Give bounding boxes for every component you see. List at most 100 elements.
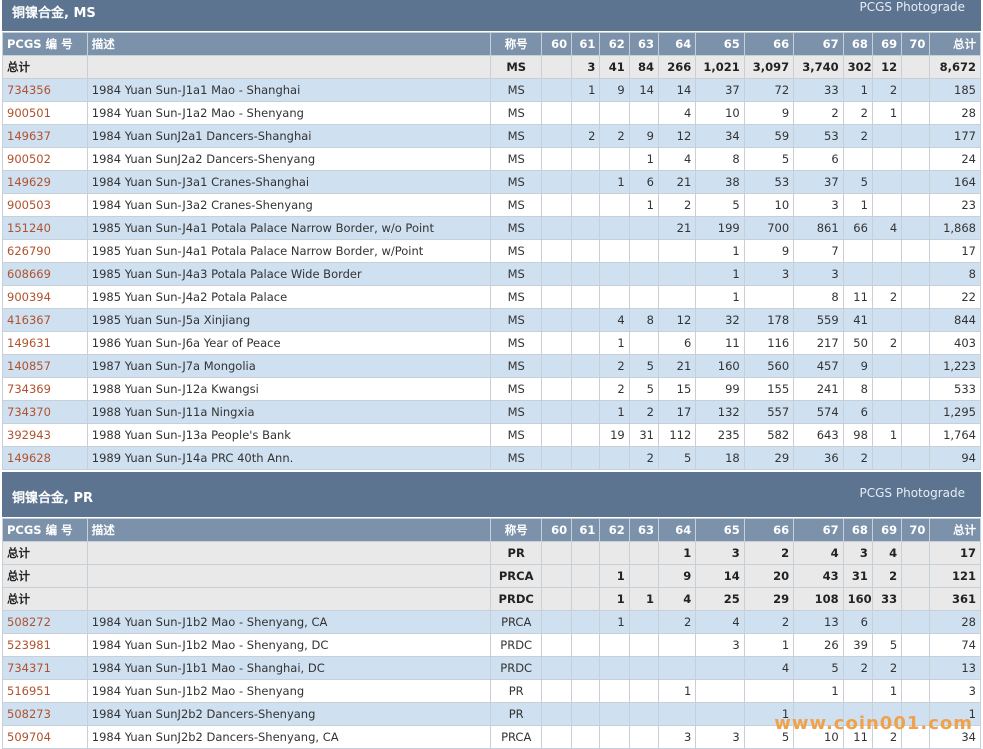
pcgs-number-link[interactable]: 734370	[7, 405, 51, 419]
pcgs-number-cell: 149628	[2, 446, 88, 470]
column-header[interactable]: 66	[743, 32, 795, 56]
grade-count-cell	[628, 239, 659, 263]
grade-count-cell	[571, 725, 601, 749]
grade-count-cell: 1	[793, 679, 844, 703]
pcgs-number-link[interactable]: 900394	[7, 290, 51, 304]
pcgs-number-link[interactable]: 508272	[7, 615, 51, 629]
grade-count-cell	[901, 679, 931, 703]
pcgs-number-link[interactable]: 516951	[7, 684, 51, 698]
pcgs-number-link[interactable]: 149629	[7, 175, 51, 189]
total-cell: PR	[490, 541, 542, 565]
grade-count-cell: 1,764	[929, 423, 981, 447]
column-header[interactable]: 称号	[490, 518, 542, 542]
grade-count-cell: 8	[695, 147, 745, 171]
total-label: 总计	[2, 564, 88, 588]
grade-count-cell	[628, 262, 659, 286]
pcgs-number-link[interactable]: 149637	[7, 129, 51, 143]
column-header[interactable]: 描述	[86, 518, 492, 542]
pcgs-number-link[interactable]: 523981	[7, 638, 51, 652]
grade-count-cell: 6	[628, 170, 659, 194]
total-cell: 9	[657, 564, 697, 588]
column-header[interactable]: 60	[540, 32, 573, 56]
pcgs-number-link[interactable]: 626790	[7, 244, 51, 258]
column-header[interactable]: 66	[743, 518, 795, 542]
pcgs-number-link[interactable]: 509704	[7, 730, 51, 744]
photograde-link[interactable]: PCGS Photograde	[859, 0, 965, 14]
column-header[interactable]: PCGS 编 号	[2, 32, 88, 56]
column-header[interactable]: 总计	[929, 32, 981, 56]
section-title: 铜镍合金, MS	[12, 6, 96, 21]
column-header[interactable]: 69	[871, 518, 903, 542]
column-header[interactable]: 62	[599, 518, 630, 542]
column-header[interactable]: 60	[540, 518, 573, 542]
grade-count-cell	[871, 610, 903, 634]
grade-count-cell	[695, 656, 745, 680]
column-header[interactable]: 67	[793, 32, 844, 56]
grade-count-cell	[571, 679, 601, 703]
grade-count-cell	[628, 679, 659, 703]
pcgs-number-link[interactable]: 734369	[7, 382, 51, 396]
column-header[interactable]: 68	[842, 518, 873, 542]
pcgs-number-link[interactable]: 900502	[7, 152, 51, 166]
column-header[interactable]: 67	[793, 518, 844, 542]
total-cell: 3,097	[743, 55, 795, 79]
grade-count-cell: 4	[695, 610, 745, 634]
pcgs-number-cell: 508273	[2, 702, 88, 726]
column-header[interactable]: 68	[842, 32, 873, 56]
grade-count-cell	[657, 239, 697, 263]
description-cell: 1984 Yuan SunJ2a1 Dancers-Shanghai	[86, 124, 492, 148]
pcgs-number-link[interactable]: 900503	[7, 198, 51, 212]
grade-count-cell	[901, 78, 931, 102]
total-cell	[901, 587, 931, 611]
column-header[interactable]: 63	[628, 518, 659, 542]
column-header[interactable]: 61	[571, 518, 601, 542]
total-cell: 4	[657, 587, 697, 611]
column-header[interactable]: 64	[657, 518, 697, 542]
grade-count-cell	[628, 216, 659, 240]
pcgs-number-link[interactable]: 734356	[7, 83, 51, 97]
column-header[interactable]: 描述	[86, 32, 492, 56]
column-header[interactable]: PCGS 编 号	[2, 518, 88, 542]
grade-count-cell	[871, 239, 903, 263]
designation-cell: MS	[490, 423, 542, 447]
column-header[interactable]: 61	[571, 32, 601, 56]
pcgs-number-link[interactable]: 508273	[7, 707, 51, 721]
table-row: 149628 1989 Yuan Sun-J14a PRC 40th Ann. MS…	[2, 446, 981, 470]
pcgs-number-cell: 149631	[2, 331, 88, 355]
grade-count-cell: 33	[793, 78, 844, 102]
grade-count-cell: 5	[628, 354, 659, 378]
column-header[interactable]: 69	[871, 32, 903, 56]
pcgs-number-link[interactable]: 149628	[7, 451, 51, 465]
pcgs-number-link[interactable]: 608669	[7, 267, 51, 281]
column-header[interactable]: 70	[901, 518, 931, 542]
total-cell	[901, 55, 931, 79]
column-header[interactable]: 63	[628, 32, 659, 56]
column-header[interactable]: 65	[695, 518, 745, 542]
pcgs-number-link[interactable]: 734371	[7, 661, 51, 675]
pcgs-number-link[interactable]: 140857	[7, 359, 51, 373]
designation-cell: PRDC	[490, 656, 542, 680]
grade-count-cell: 2	[842, 446, 873, 470]
pcgs-number-link[interactable]: 416367	[7, 313, 51, 327]
pcgs-number-link[interactable]: 392943	[7, 428, 51, 442]
grade-count-cell: 643	[793, 423, 844, 447]
grade-count-cell: 11	[842, 285, 873, 309]
column-header[interactable]: 64	[657, 32, 697, 56]
column-header[interactable]: 65	[695, 32, 745, 56]
total-cell: 266	[657, 55, 697, 79]
grade-count-cell	[901, 331, 931, 355]
pcgs-number-link[interactable]: 900501	[7, 106, 51, 120]
grade-count-cell	[628, 633, 659, 657]
description-cell: 1984 Yuan Sun-J1a2 Mao - Shenyang	[86, 101, 492, 125]
pcgs-number-link[interactable]: 151240	[7, 221, 51, 235]
table-row: 149629 1984 Yuan Sun-J3a1 Cranes-Shanghai…	[2, 170, 981, 194]
photograde-link[interactable]: PCGS Photograde	[859, 486, 965, 500]
column-header[interactable]: 62	[599, 32, 630, 56]
grade-count-cell: 403	[929, 331, 981, 355]
column-header[interactable]: 称号	[490, 32, 542, 56]
total-cell: 1	[657, 541, 697, 565]
column-header[interactable]: 70	[901, 32, 931, 56]
grade-count-cell	[657, 702, 697, 726]
pcgs-number-link[interactable]: 149631	[7, 336, 51, 350]
column-header[interactable]: 总计	[929, 518, 981, 542]
